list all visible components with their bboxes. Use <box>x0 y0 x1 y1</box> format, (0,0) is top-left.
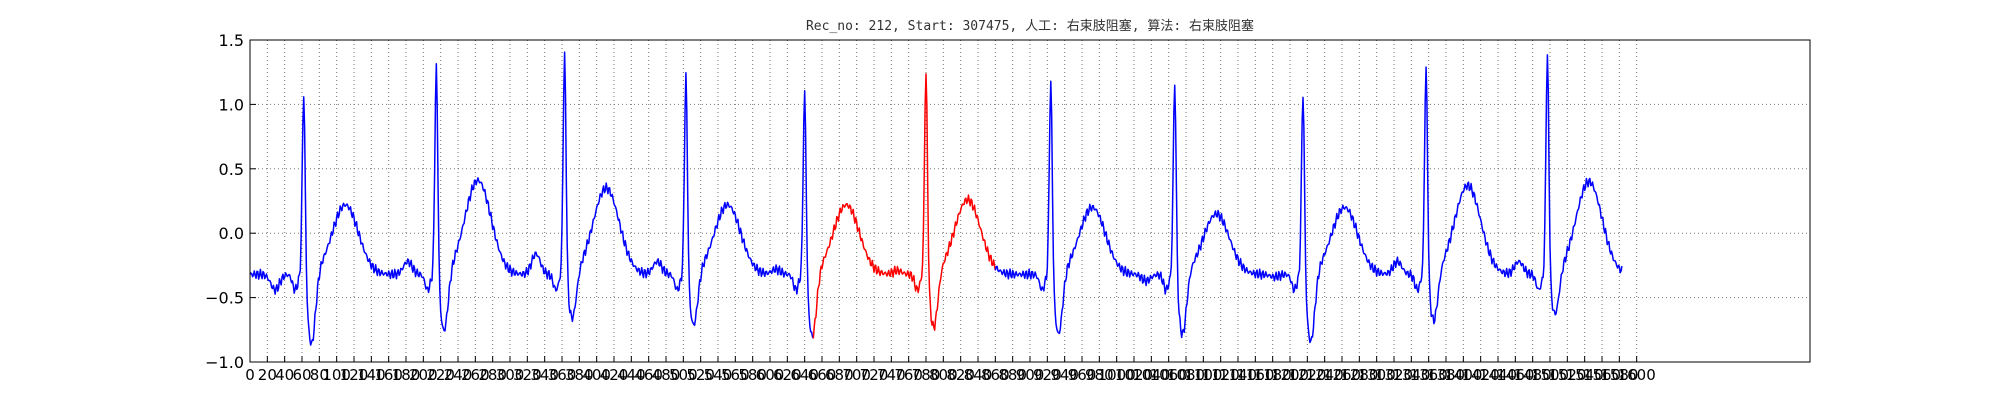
x-tick-label: 420 <box>600 366 629 384</box>
x-tick-label: 1100 <box>1184 366 1222 384</box>
x-tick-label: 1040 <box>1132 366 1170 384</box>
x-tick-label: 340 <box>530 366 559 384</box>
x-tick-label: 1200 <box>1271 366 1309 384</box>
x-tick-label: 740 <box>877 366 906 384</box>
x-tick-label: 560 <box>721 366 750 384</box>
x-tick-label: 1540 <box>1566 366 1604 384</box>
x-tick-label: 1380 <box>1427 366 1465 384</box>
x-tick-label: 1260 <box>1323 366 1361 384</box>
x-tick-label: 260 <box>461 366 490 384</box>
x-tick-label: 1120 <box>1202 366 1240 384</box>
x-tick-label: 600 <box>756 366 785 384</box>
x-tick-label: 160 <box>374 366 403 384</box>
x-tick-label: 920 <box>1033 366 1062 384</box>
x-tick-label: 520 <box>686 366 715 384</box>
x-tick-label: 540 <box>704 366 733 384</box>
x-tick-label: 1240 <box>1306 366 1344 384</box>
x-tick-label: 620 <box>773 366 802 384</box>
x-tick-label: 380 <box>565 366 594 384</box>
x-tick-label: 1280 <box>1340 366 1378 384</box>
chart-title: Rec_no: 212, Start: 307475, 人工: 右束肢阻塞, 算… <box>806 18 1254 34</box>
x-tick-label: 500 <box>669 366 698 384</box>
ecg-series-highlight <box>812 73 997 339</box>
x-tick-label: 820 <box>946 366 975 384</box>
x-tick-label: 1560 <box>1583 366 1621 384</box>
x-tick-label: 1460 <box>1496 366 1534 384</box>
y-axis: −1.0 −0.5 0.0 0.5 1.0 1.5 <box>205 31 256 372</box>
x-tick-label: 460 <box>634 366 663 384</box>
x-tick-label: 300 <box>496 366 525 384</box>
x-tick-label: 1160 <box>1236 366 1274 384</box>
y-tick-label: 0.5 <box>219 160 244 179</box>
x-tick-label: 800 <box>929 366 958 384</box>
x-tick-label: 180 <box>392 366 421 384</box>
x-tick-label: 1600 <box>1618 366 1656 384</box>
x-tick-label: 1060 <box>1150 366 1188 384</box>
x-tick-label: 1520 <box>1548 366 1586 384</box>
grid-lines <box>249 39 1810 363</box>
x-tick-label: 440 <box>617 366 646 384</box>
x-tick-label: 1180 <box>1254 366 1292 384</box>
x-tick-label: 1140 <box>1219 366 1257 384</box>
x-tick-label: 1360 <box>1410 366 1448 384</box>
x-tick-label: 700 <box>842 366 871 384</box>
x-tick-label: 60 <box>292 366 311 384</box>
y-tick-label: 0.0 <box>219 224 244 243</box>
x-tick-label: 360 <box>548 366 577 384</box>
x-tick-label: 880 <box>998 366 1027 384</box>
y-tick-label: 1.0 <box>219 95 244 114</box>
x-axis: 0 204060801001201401601802002202402602803… <box>245 356 1656 384</box>
x-tick-label: 1500 <box>1531 366 1569 384</box>
x-tick-label: 280 <box>478 366 507 384</box>
x-tick-label: 940 <box>1050 366 1079 384</box>
x-tick-label: 1480 <box>1514 366 1552 384</box>
x-tick-label: 760 <box>894 366 923 384</box>
x-tick-label: 1020 <box>1115 366 1153 384</box>
x-tick-label: 1320 <box>1375 366 1413 384</box>
x-tick-label: 400 <box>582 366 611 384</box>
x-tick-label: 140 <box>357 366 386 384</box>
y-tick-label: −0.5 <box>205 289 244 308</box>
x-tick-label: 580 <box>738 366 767 384</box>
ecg-series-normal <box>994 54 1623 344</box>
x-tick-label: 200 <box>409 366 438 384</box>
ecg-trace <box>249 51 1623 346</box>
x-tick-label: 680 <box>825 366 854 384</box>
x-tick-label: 120 <box>340 366 369 384</box>
x-tick-label: 780 <box>912 366 941 384</box>
x-tick-label: 320 <box>513 366 542 384</box>
x-tick-label: 1300 <box>1358 366 1396 384</box>
x-tick-label: 840 <box>964 366 993 384</box>
x-tick-label: 1400 <box>1444 366 1482 384</box>
x-tick-label: 640 <box>790 366 819 384</box>
x-tick-label: 980 <box>1085 366 1114 384</box>
x-tick-label: 20 <box>258 366 277 384</box>
x-tick-label: 100 <box>322 366 351 384</box>
x-tick-label: 80 <box>310 366 329 384</box>
x-tick-label: 1340 <box>1392 366 1430 384</box>
y-tick-label: 1.5 <box>219 31 244 50</box>
x-tick-label: 40 <box>275 366 294 384</box>
x-tick-label: 1440 <box>1479 366 1517 384</box>
x-tick-label: 720 <box>860 366 889 384</box>
ecg-series-normal <box>249 51 815 346</box>
x-tick-label: 960 <box>1068 366 1097 384</box>
x-tick-label: 1080 <box>1167 366 1205 384</box>
x-tick-label: 660 <box>808 366 837 384</box>
x-tick-label: 1220 <box>1288 366 1326 384</box>
x-tick-label: 220 <box>426 366 455 384</box>
x-tick-label: 1000 <box>1098 366 1136 384</box>
x-tick-label: 0 <box>245 366 255 384</box>
x-tick-label: 480 <box>652 366 681 384</box>
x-tick-label: 1420 <box>1462 366 1500 384</box>
x-tick-label: 240 <box>444 366 473 384</box>
x-tick-label: 900 <box>1016 366 1045 384</box>
y-tick-label: −1.0 <box>205 353 244 372</box>
x-tick-label: 860 <box>981 366 1010 384</box>
x-tick-label: 1580 <box>1600 366 1638 384</box>
